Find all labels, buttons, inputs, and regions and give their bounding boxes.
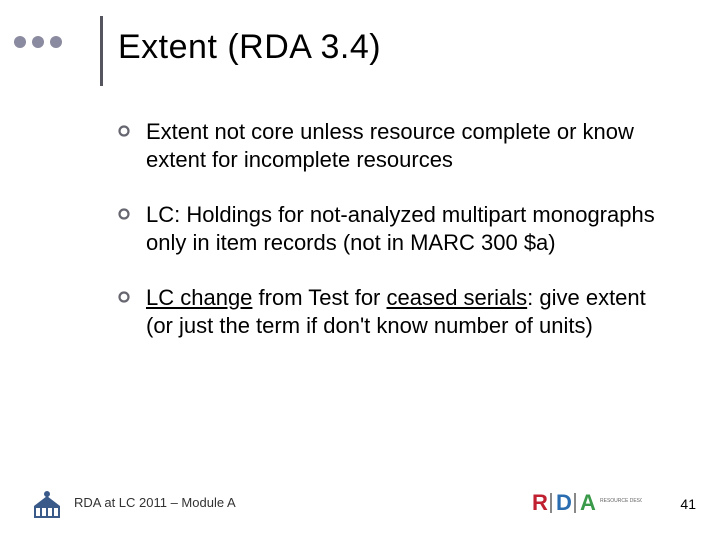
svg-text:R: R: [532, 490, 548, 515]
slide-footer: RDA at LC 2011 – Module A R D A RESOURCE…: [0, 481, 720, 526]
page-number: 41: [680, 496, 696, 512]
rda-logo-icon: R D A RESOURCE DESCRIPTION & ACCESS: [532, 490, 642, 518]
header-dots: [14, 36, 62, 48]
bullet-ring-icon: [118, 291, 136, 303]
svg-text:D: D: [556, 490, 572, 515]
dot-icon: [14, 36, 26, 48]
bullet-text: Extent not core unless resource complete…: [146, 118, 678, 173]
bullet-ring-icon: [118, 208, 136, 220]
lc-logo-icon: [30, 488, 64, 520]
footer-text: RDA at LC 2011 – Module A: [74, 495, 236, 510]
bullet-list: Extent not core unless resource complete…: [118, 118, 678, 367]
svg-text:A: A: [580, 490, 596, 515]
bullet-item: LC: Holdings for not-analyzed multipart …: [118, 201, 678, 256]
vertical-divider: [100, 16, 103, 86]
bullet-item: Extent not core unless resource complete…: [118, 118, 678, 173]
bullet-item: LC change from Test for ceased serials: …: [118, 284, 678, 339]
svg-text:RESOURCE DESCRIPTION & ACCESS: RESOURCE DESCRIPTION & ACCESS: [600, 498, 642, 504]
bullet-text: LC: Holdings for not-analyzed multipart …: [146, 201, 678, 256]
dot-icon: [50, 36, 62, 48]
bullet-ring-icon: [118, 125, 136, 137]
dot-icon: [32, 36, 44, 48]
bullet-text: LC change from Test for ceased serials: …: [146, 284, 678, 339]
slide-title: Extent (RDA 3.4): [118, 28, 381, 67]
